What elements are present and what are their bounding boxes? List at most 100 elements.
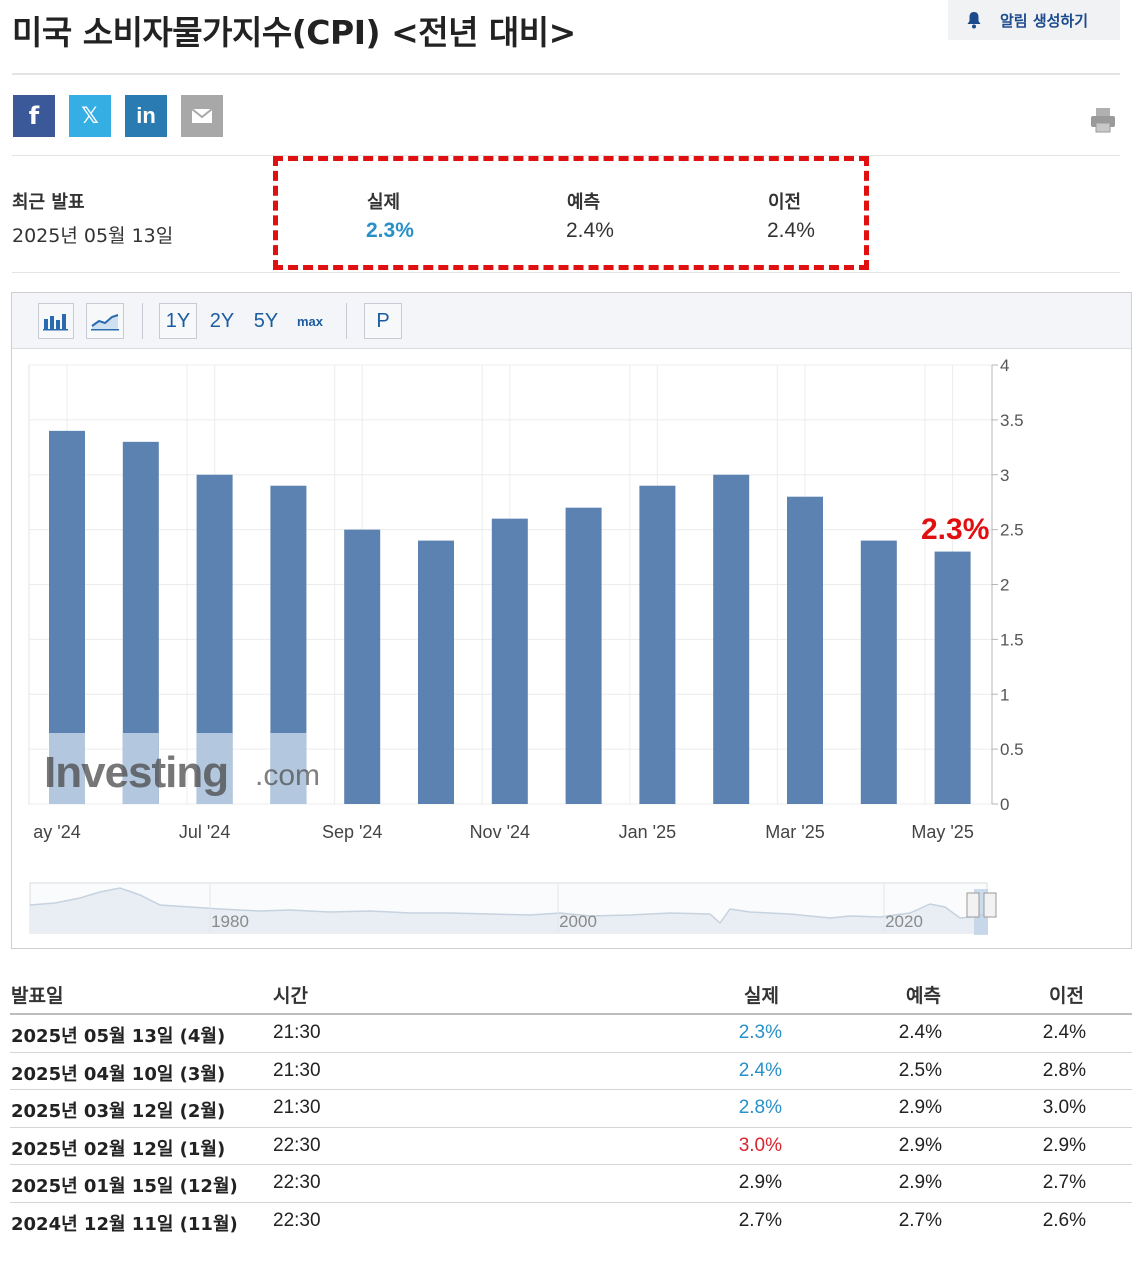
- bar-chart-icon: [43, 314, 68, 331]
- table-header-time: 시간: [273, 985, 308, 1007]
- table-row: 2024년 12월 11일 (11월) 22:30 2.7% 2.7% 2.6%: [0, 1203, 1143, 1241]
- actual-cell: 2.8%: [738, 1097, 782, 1119]
- linkedin-icon: in: [136, 103, 156, 128]
- create-alert-label: 알림 생성하기: [1000, 11, 1089, 30]
- x-tick-label: May '25: [911, 822, 973, 842]
- bar-chart-toggle[interactable]: [38, 303, 74, 339]
- navigator-area: [30, 888, 987, 933]
- release-time-cell: 22:30: [273, 1134, 321, 1156]
- release-time-cell: 21:30: [273, 1059, 321, 1081]
- y-tick-label: 0.5: [1000, 740, 1024, 759]
- actual-value: 2.3%: [366, 219, 414, 242]
- bar: [418, 540, 454, 804]
- email-share-button[interactable]: [181, 95, 223, 137]
- table-row: 2025년 01월 15일 (12월) 22:30 2.9% 2.9% 2.7%: [0, 1165, 1143, 1203]
- table-row: 2025년 03월 12일 (2월) 21:30 2.8% 2.9% 3.0%: [0, 1090, 1143, 1128]
- cpi-bar-chart: Investing .com 0 0.5 1 1.5 2 2.5 3 3.5 4 ay '24 Ju…: [28, 356, 1024, 935]
- actual-cell: 2.7%: [738, 1210, 782, 1231]
- release-date-cell: 2025년 03월 12일 (2월): [11, 1101, 226, 1123]
- facebook-share-button[interactable]: f: [13, 95, 55, 137]
- release-date-cell: 2025년 01월 15일 (12월): [11, 1176, 238, 1198]
- row-divider: [10, 1089, 1132, 1091]
- last-value-annotation: 2.3%: [921, 513, 989, 546]
- investing-watermark-text: Investing .com: [44, 733, 320, 804]
- watermark-bar-overlay: [270, 733, 307, 804]
- x-icon: 𝕏: [81, 103, 99, 129]
- y-tick-label: 1: [1000, 685, 1009, 704]
- range-2y-button[interactable]: 2Y: [209, 309, 235, 332]
- x-axis: ay '24 Jul '24 Sep '24 Nov '24 Jan '25 Mar '2…: [33, 822, 974, 842]
- header-divider: [12, 73, 1120, 75]
- share-divider: [12, 155, 1120, 156]
- actual-cell: 2.4%: [738, 1059, 782, 1081]
- navigator-handle-right[interactable]: [983, 892, 997, 918]
- release-time-cell: 21:30: [273, 1097, 321, 1119]
- forecast-cell: 2.5%: [898, 1059, 942, 1081]
- linkedin-share-button[interactable]: in: [125, 95, 167, 137]
- x-tick-label: Jul '24: [179, 822, 230, 842]
- previous-value: 2.4%: [767, 219, 815, 242]
- watermark-bar-overlay: [49, 733, 85, 804]
- watermark-text: Investing: [44, 748, 228, 797]
- bar: [787, 496, 823, 804]
- actual-cell: 2.9%: [738, 1172, 782, 1194]
- twitter-share-button[interactable]: 𝕏: [69, 95, 111, 137]
- latest-release-date: 2025년 05월 13일: [12, 225, 174, 247]
- bell-icon: [967, 12, 981, 29]
- forecast-cell: 2.9%: [898, 1097, 942, 1119]
- bar: [639, 485, 676, 804]
- row-divider: [10, 1126, 1132, 1128]
- y-tick-label: 3.5: [1000, 411, 1024, 430]
- highlight-box: [273, 156, 869, 270]
- create-alert-button[interactable]: 알림 생성하기: [948, 0, 1120, 40]
- actual-cell: 3.0%: [738, 1134, 782, 1156]
- y-tick-label: 2: [1000, 576, 1009, 595]
- navigator-handle-left[interactable]: [966, 892, 980, 918]
- y-tick-label: 1.5: [1000, 630, 1024, 649]
- print-icon[interactable]: [1089, 106, 1117, 134]
- range-max-button[interactable]: max: [296, 313, 324, 329]
- chart-navigator[interactable]: 1980 2000 2020: [29, 882, 997, 935]
- toolbar-separator: [346, 303, 347, 339]
- forecast-cell: 2.9%: [898, 1134, 942, 1156]
- latest-release-label: 최근 발표: [12, 192, 85, 213]
- table-header-actual: 실제: [744, 985, 779, 1007]
- facebook-icon: f: [28, 102, 40, 130]
- release-time-cell: 21:30: [273, 1022, 321, 1043]
- x-tick-label: ay '24: [33, 822, 80, 842]
- p-button[interactable]: P: [364, 303, 402, 339]
- table-row: 2025년 05월 13일 (4월) 21:30 2.3% 2.4% 2.4%: [0, 1015, 1143, 1053]
- bar: [713, 474, 750, 804]
- y-tick-label: 0: [1000, 795, 1009, 814]
- range-1y-button[interactable]: 1Y: [159, 303, 197, 339]
- previous-cell: 2.6%: [1042, 1210, 1086, 1231]
- area-chart-icon: [91, 314, 119, 331]
- forecast-cell: 2.9%: [898, 1172, 942, 1194]
- y-axis: 0 0.5 1 1.5 2 2.5 3 3.5 4: [991, 356, 1024, 814]
- area-chart-toggle[interactable]: [86, 303, 124, 339]
- row-divider: [10, 1201, 1132, 1203]
- forecast-cell: 2.4%: [898, 1022, 942, 1043]
- previous-cell: 2.8%: [1042, 1059, 1086, 1081]
- x-tick-label: Nov '24: [470, 822, 530, 842]
- table-header-date: 발표일: [11, 985, 64, 1007]
- release-date-cell: 2025년 05월 13일 (4월): [11, 1026, 226, 1047]
- watermark-bar-overlay: [122, 733, 159, 804]
- release-date-cell: 2025년 04월 10일 (3월): [11, 1063, 226, 1085]
- previous-cell: 2.7%: [1042, 1172, 1086, 1194]
- actual-label: 실제: [367, 192, 401, 213]
- page-title: 미국 소비자물가지수(CPI) <전년 대비>: [12, 13, 576, 52]
- previous-cell: 2.9%: [1042, 1134, 1086, 1156]
- previous-label: 이전: [768, 192, 802, 213]
- forecast-label: 예측: [567, 192, 601, 213]
- latest-divider: [12, 272, 1120, 273]
- forecast-cell: 2.7%: [898, 1210, 942, 1231]
- navigator-label: 1980: [211, 912, 249, 931]
- table-row: 2025년 02월 12일 (1월) 22:30 3.0% 2.9% 2.9%: [0, 1128, 1143, 1166]
- table-header-forecast: 예측: [906, 985, 941, 1007]
- row-divider: [10, 1051, 1132, 1053]
- range-5y-button[interactable]: 5Y: [253, 309, 279, 332]
- chart-panel: 1Y 2Y 5Y max P Investing .com 0 0.5 1 1.5 2 2.…: [11, 292, 1132, 949]
- toolbar-separator: [142, 303, 143, 339]
- release-date-cell: 2024년 12월 11일 (11월): [11, 1214, 238, 1235]
